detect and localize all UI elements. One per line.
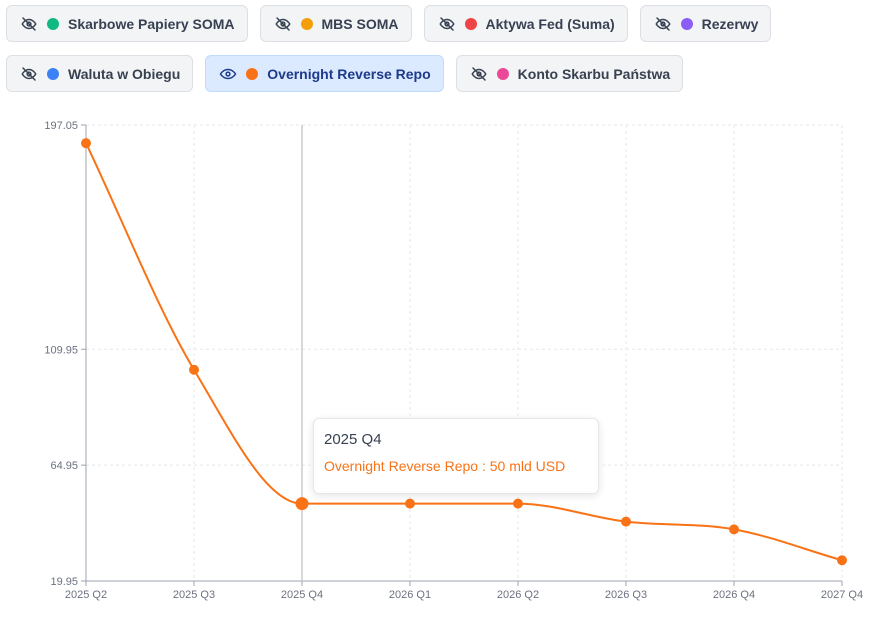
eye-off-icon [21,66,37,81]
eye-icon [220,68,237,79]
toggle-aktywa-fed-suma[interactable]: Aktywa Fed (Suma) [423,5,628,42]
x-tick-label: 2025 Q4 [281,589,323,601]
toggle-label: Konto Skarbu Państwa [517,65,671,82]
x-tick-label: 2025 Q2 [65,589,107,601]
data-point [621,516,631,527]
eye-off-icon [439,16,455,31]
toggle-konto-skarbu-panstwa[interactable]: Konto Skarbu Państwa [455,55,684,92]
chart-grid [86,124,843,581]
x-tick-label: 2026 Q3 [605,589,647,601]
toggle-label: Skarbowe Papiery SOMA [68,15,235,32]
y-tick-label: 19.95 [50,576,78,588]
toggle-overnight-reverse-repo[interactable]: Overnight Reverse Repo [205,55,444,92]
line-chart: 2025 Q2 2025 Q3 2025 Q4 2026 Q1 2026 Q2 2026 … [44,120,863,601]
eye-off-icon [655,16,671,31]
toggle-row-1: Skarbowe Papiery SOMA MBS SOMA Aktywa Fe… [6,5,876,42]
series-color-dot [246,67,259,80]
data-point [81,138,91,149]
data-point [837,555,847,566]
series-color-dot [464,17,477,30]
x-tick-label: 2026 Q2 [497,589,539,601]
toggle-row-2: Waluta w Obiegu Overnight Reverse Repo K… [6,55,876,92]
toggle-label: Rezerwy [701,15,759,32]
x-tick-label: 2027 Q4 [821,589,863,601]
series-color-dot [47,67,59,80]
toggle-label: MBS SOMA [321,15,399,32]
series-color-dot [496,67,509,80]
toggle-waluta-w-obiegu[interactable]: Waluta w Obiegu [6,55,194,92]
chart-axes [81,124,843,586]
data-point [189,364,199,375]
eye-off-icon [21,16,37,31]
eye-off-icon [471,66,487,81]
data-point [729,524,739,535]
series-color-dot [47,17,59,30]
chart-series [81,138,847,566]
data-point [405,498,415,509]
toggle-rezerwy[interactable]: Rezerwy [639,5,772,42]
toggle-label: Aktywa Fed (Suma) [485,15,615,32]
tooltip-value: Overnight Reverse Repo : 50 mld USD [324,458,566,474]
toggle-label: Overnight Reverse Repo [267,65,431,82]
x-tick-label: 2026 Q4 [713,589,755,601]
chart-tick-labels: 2025 Q2 2025 Q3 2025 Q4 2026 Q1 2026 Q2 2026 … [44,120,863,601]
toggle-skarbowe-papiery-soma[interactable]: Skarbowe Papiery SOMA [6,5,248,42]
tooltip-title: 2025 Q4 [324,431,382,448]
y-tick-label: 197.05 [44,120,78,132]
series-color-dot [680,17,693,30]
series-color-dot [300,17,313,30]
chart-tooltip: 2025 Q4 Overnight Reverse Repo : 50 mld … [313,418,599,494]
data-point [513,498,523,509]
toggle-mbs-soma[interactable]: MBS SOMA [259,5,412,42]
y-tick-label: 64.95 [50,460,78,472]
data-point [295,497,309,511]
series-toggle-bar: Skarbowe Papiery SOMA MBS SOMA Aktywa Fe… [6,5,876,105]
x-tick-label: 2026 Q1 [389,589,431,601]
x-tick-label: 2025 Q3 [173,589,215,601]
eye-off-icon [275,16,291,31]
series-line [85,142,843,562]
y-tick-label: 109.95 [44,344,78,356]
toggle-label: Waluta w Obiegu [68,65,181,82]
